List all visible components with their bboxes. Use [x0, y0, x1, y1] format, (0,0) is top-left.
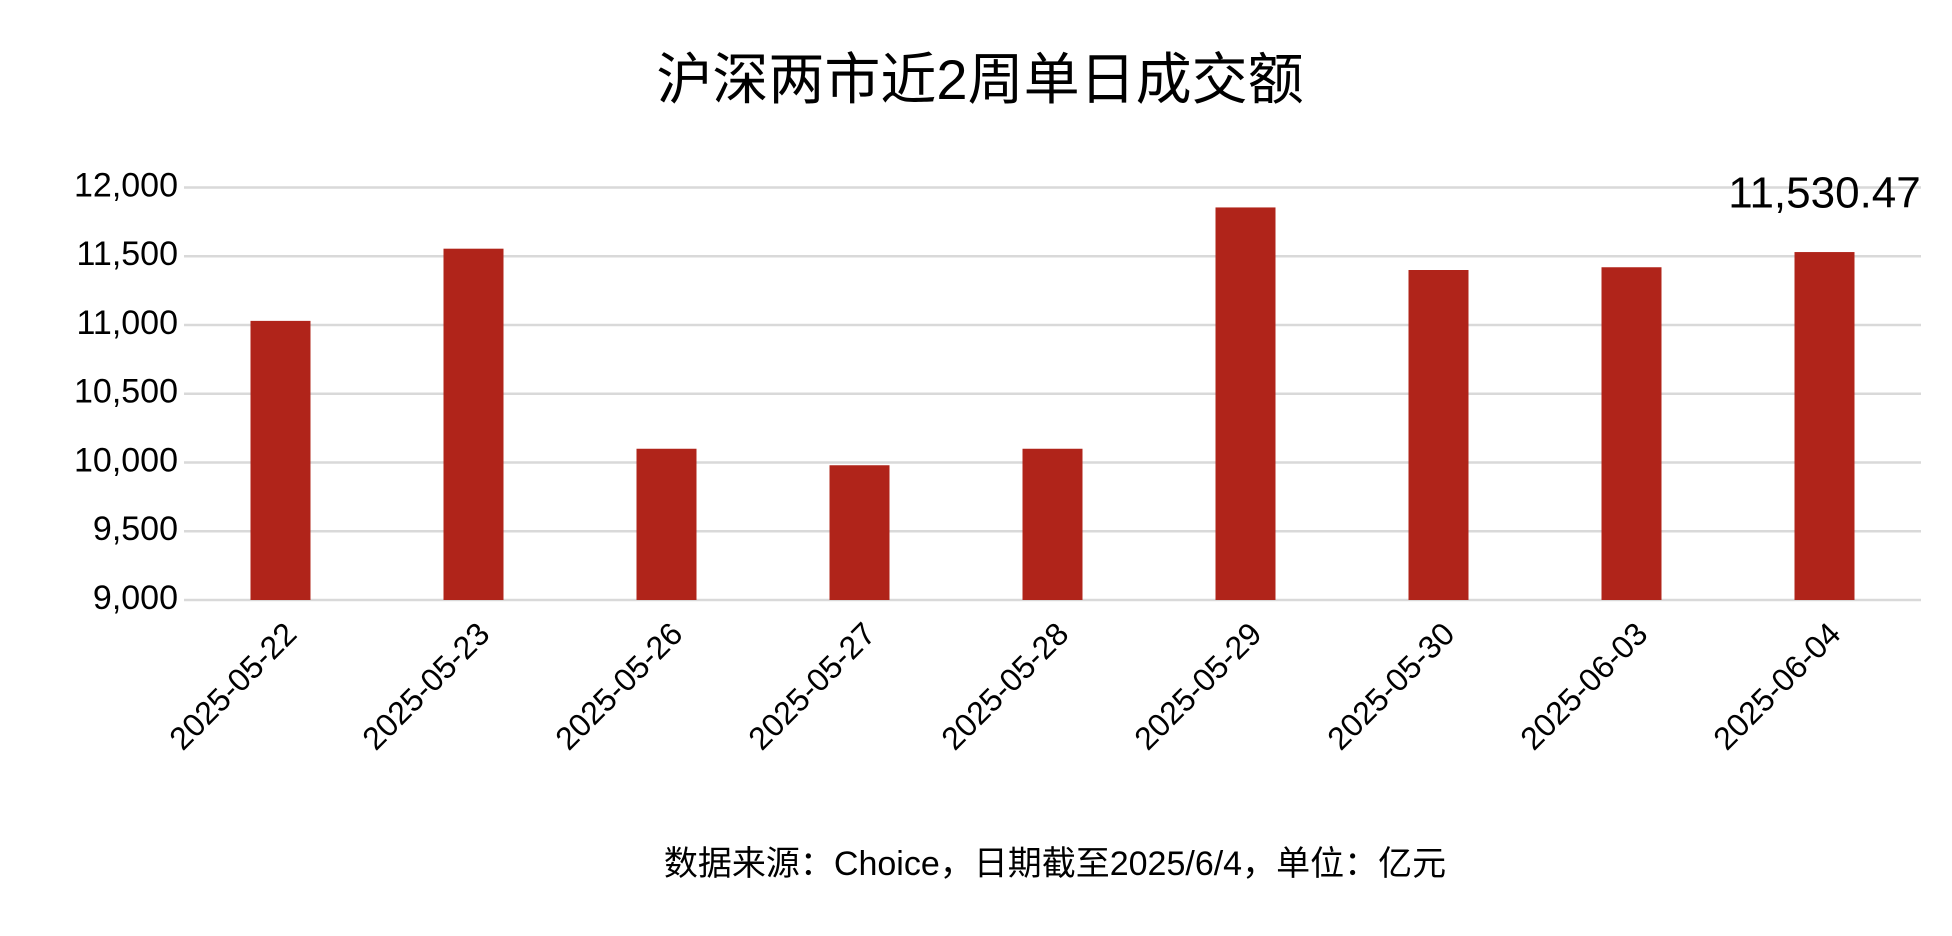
bar — [250, 320, 311, 600]
data-label: 11,530.47 — [1728, 169, 1920, 218]
y-tick-label: 10,000 — [74, 441, 178, 479]
y-tick-label: 9,500 — [93, 510, 178, 548]
bar — [829, 465, 890, 600]
x-tick-label: 2025-05-26 — [548, 615, 689, 756]
bar — [1215, 207, 1276, 600]
x-tick-label: 2025-05-23 — [355, 615, 496, 756]
bar — [1022, 448, 1083, 600]
x-tick-label: 2025-05-27 — [741, 615, 882, 756]
x-tick-label: 2025-06-03 — [1513, 615, 1654, 756]
x-tick-label: 2025-06-04 — [1706, 615, 1847, 756]
bar — [636, 448, 697, 600]
x-tick-label: 2025-05-30 — [1320, 615, 1461, 756]
y-tick-label: 10,500 — [74, 373, 178, 411]
bar — [443, 248, 504, 600]
y-tick-label: 9,000 — [93, 579, 178, 617]
y-tick-label: 11,000 — [77, 304, 178, 342]
bar — [1601, 267, 1662, 600]
source-note: 数据来源：Choice，日期截至2025/6/4，单位：亿元 — [664, 845, 1446, 883]
x-tick-label: 2025-05-22 — [162, 615, 303, 756]
bar — [1794, 252, 1855, 601]
x-tick-label: 2025-05-28 — [934, 615, 1075, 756]
chart-title: 沪深两市近2周单日成交额 — [656, 48, 1303, 111]
bar — [1408, 270, 1469, 600]
y-tick-label: 11,500 — [77, 235, 178, 273]
y-tick-label: 12,000 — [74, 166, 178, 204]
x-tick-label: 2025-05-29 — [1127, 615, 1268, 756]
